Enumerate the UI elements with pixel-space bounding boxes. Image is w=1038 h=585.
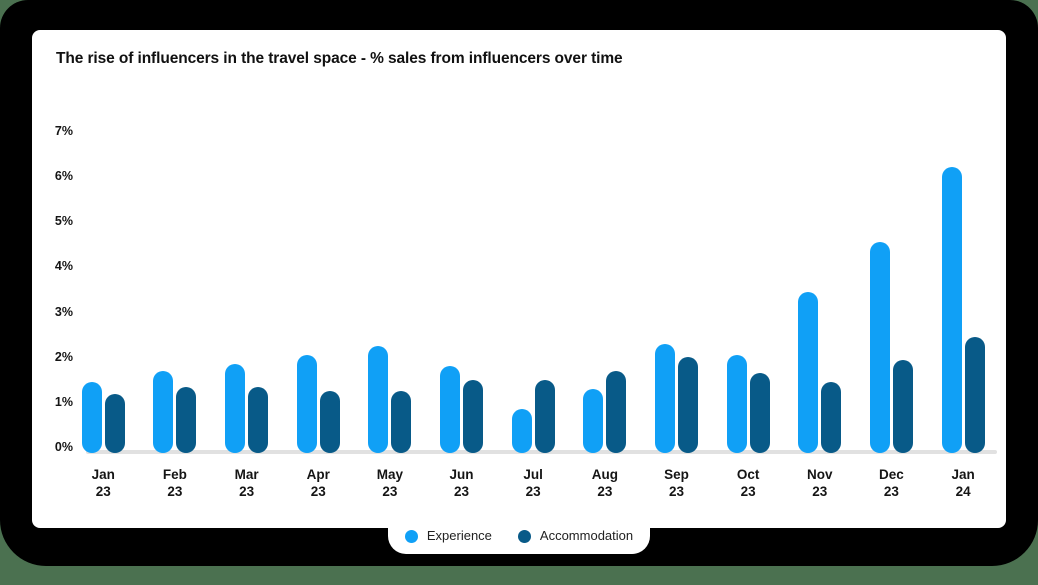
bar-accommodation-aug-23[interactable] [606,370,627,453]
bar-accommodation-jul-23[interactable] [534,380,555,453]
bar-experience-mar-23[interactable] [225,364,246,453]
y-axis-label-1: 1% [54,394,73,409]
y-axis-label-3: 3% [54,304,73,319]
x-axis-label-nov-23: Nov 23 [807,467,833,499]
bar-accommodation-mar-23[interactable] [248,386,269,453]
bar-experience-may-23[interactable] [368,346,389,453]
y-axis-label-7: 7% [54,123,73,138]
x-axis-label-may-23: May 23 [376,467,404,499]
x-axis-label-jan-24: Jan 24 [951,467,975,499]
experience-legend-dot-icon [404,529,418,543]
chart-title: The rise of influencers in the travel sp… [56,50,623,67]
bar-experience-dec-23[interactable] [869,241,890,453]
x-axis-label-jun-23: Jun 23 [449,467,474,499]
legend-label-experience: Experience [426,528,492,543]
chart-card: The rise of influencers in the travel sp… [32,30,1006,528]
x-axis-label-dec-23: Dec 23 [879,467,904,499]
y-axis-label-4: 4% [54,259,73,274]
bar-experience-oct-23[interactable] [726,355,747,453]
plot-area: 0% 1% 2% 3% 4% 5% 6% 7% Jan 23 Feb 23 Mar 23 Apr 23 May 2… [32,30,1006,528]
bar-accommodation-apr-23[interactable] [319,391,340,453]
bar-experience-jan-23[interactable] [81,382,102,453]
x-axis-label-apr-23: Apr 23 [306,467,330,499]
bar-experience-jul-23[interactable] [511,409,532,453]
bar-accommodation-dec-23[interactable] [892,359,913,453]
y-axis-label-2: 2% [54,349,73,364]
bar-experience-sep-23[interactable] [655,343,675,453]
bar-accommodation-jan-23[interactable] [104,393,125,453]
legend-item-experience[interactable]: Experience [404,528,492,544]
x-axis-label-jul-23: Jul 23 [523,467,543,499]
bar-accommodation-jun-23[interactable] [463,380,484,453]
x-axis-label-oct-23: Oct 23 [736,467,760,499]
bar-experience-apr-23[interactable] [296,355,317,453]
legend-item-accommodation[interactable]: Accommodation [517,528,634,544]
x-axis-label-aug-23: Aug 23 [591,467,618,499]
bar-accommodation-oct-23[interactable] [749,373,770,453]
legend-label-accommodation: Accommodation [539,528,634,543]
bar-experience-jun-23[interactable] [440,366,461,453]
bar-accommodation-nov-23[interactable] [821,382,842,453]
accommodation-legend-dot-icon [517,529,531,543]
bar-accommodation-feb-23[interactable] [176,386,197,453]
x-axis-label-mar-23: Mar 23 [234,467,259,499]
y-axis-label-6: 6% [54,169,73,184]
y-axis-label-5: 5% [54,214,73,229]
x-axis-label-sep-23: Sep 23 [664,467,689,499]
bar-accommodation-jan-24[interactable] [964,337,985,453]
x-axis-label-jan-23: Jan 23 [91,467,115,499]
bar-experience-jan-24[interactable] [941,167,962,453]
y-axis-label-0: 0% [54,440,73,454]
bar-accommodation-sep-23[interactable] [678,357,698,453]
bar-experience-feb-23[interactable] [153,370,174,453]
legend-tab: Experience Accommodation [388,528,650,554]
bar-experience-nov-23[interactable] [798,291,819,453]
bar-accommodation-may-23[interactable] [391,391,412,453]
x-axis-label-feb-23: Feb 23 [162,467,187,499]
bar-experience-aug-23[interactable] [583,389,604,453]
